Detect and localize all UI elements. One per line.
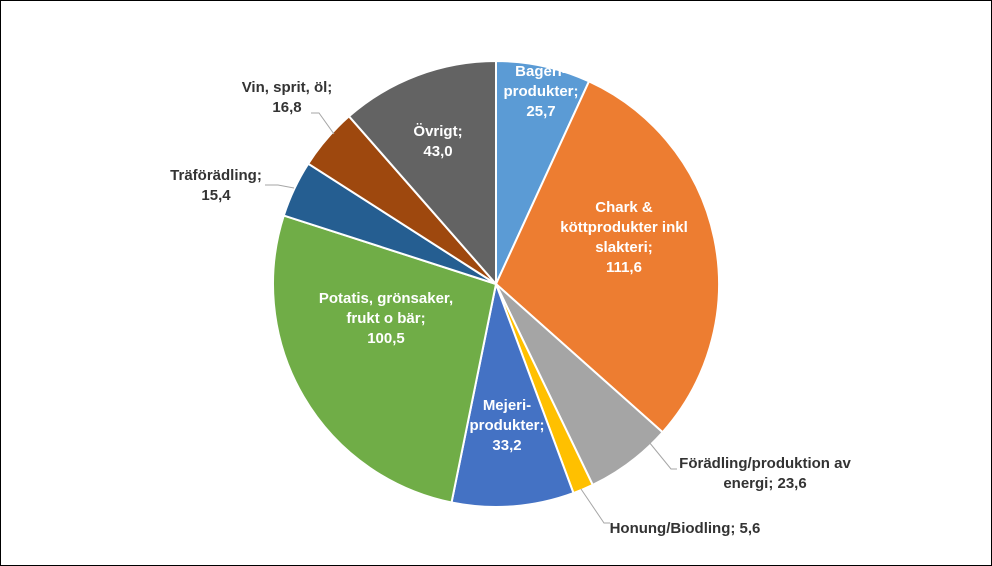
data-label-line: produkter; <box>504 83 579 100</box>
pie-slice-9 <box>347 59 497 287</box>
data-label-line: Honung/Biodling; 5,6 <box>610 520 761 537</box>
data-label-7: Träförädling; 15,4 <box>170 167 262 204</box>
leader-line-3 <box>648 441 677 470</box>
leader-lines <box>265 112 677 524</box>
data-label-line: Bageri- <box>515 63 567 80</box>
data-label-line: köttprodukter inkl <box>560 219 688 236</box>
data-label-line: Förädling/produktion av <box>679 455 851 472</box>
data-label-3: Förädling/produktion av energi; 23,6 <box>679 455 851 492</box>
data-label-line: 100,5 <box>367 330 405 347</box>
data-label-line: 111,6 <box>606 259 642 276</box>
data-label-6: Potatis, grönsaker, frukt o bär; 100,5 <box>319 290 453 347</box>
data-label-line: Mejeri- <box>483 397 531 414</box>
data-label-line: Träförädling; <box>170 167 262 184</box>
pie-slice-6 <box>272 214 498 504</box>
data-label-line: 43,0 <box>423 143 452 160</box>
data-label-line: 16,8 <box>272 99 301 116</box>
leader-line-4 <box>580 488 610 524</box>
data-label-line: slakteri; <box>595 239 653 256</box>
data-label-line: Chark & <box>595 199 653 216</box>
leader-line-8 <box>311 112 335 135</box>
data-label-8: Vin, sprit, öl; 16,8 <box>242 79 333 116</box>
data-label-line: produkter; <box>470 417 545 434</box>
data-label-1: Bageri-produkter; 25,7 <box>504 63 579 120</box>
data-label-line: 33,2 <box>492 437 521 454</box>
data-label-line: Övrigt; <box>413 123 462 140</box>
pie-slice-5 <box>450 280 575 508</box>
data-label-4: Honung/Biodling; 5,6 <box>610 520 761 537</box>
data-label-line: Potatis, grönsaker, <box>319 290 453 307</box>
data-labels: Bageri-produkter; 25,7 Chark & köttprodukte… <box>170 63 851 537</box>
leader-line-7 <box>265 184 295 189</box>
data-label-5: Mejeri-produkter; 33,2 <box>470 397 545 454</box>
data-label-line: frukt o bär; <box>346 310 425 327</box>
data-label-line: 25,7 <box>526 103 555 120</box>
data-label-line: Vin, sprit, öl; <box>242 79 333 96</box>
data-label-line: 15,4 <box>201 187 231 204</box>
data-label-9: Övrigt; 43,0 <box>413 123 462 160</box>
pie-slice-2 <box>494 79 720 434</box>
pie-slices <box>272 59 720 508</box>
data-label-line: energi; 23,6 <box>723 475 806 492</box>
data-label-2: Chark & köttprodukter inkl slakteri; 111,6 <box>560 199 688 276</box>
